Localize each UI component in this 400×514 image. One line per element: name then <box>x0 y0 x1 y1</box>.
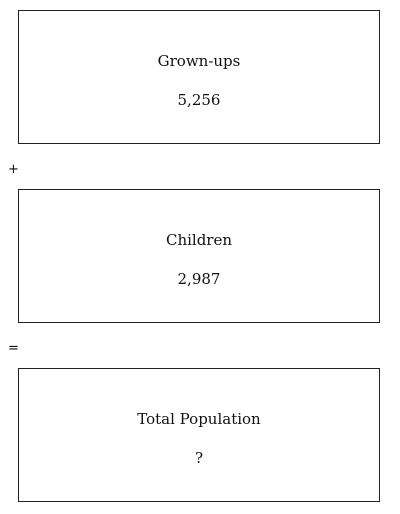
children-label: Children <box>165 231 233 249</box>
grown-ups-value: 5,256 <box>177 91 221 109</box>
grown-ups-box: Grown-ups 5,256 <box>18 10 380 144</box>
total-population-label: Total Population <box>137 410 261 428</box>
total-population-box: Total Population ? <box>18 368 380 502</box>
equals-operator: = <box>8 341 19 356</box>
plus-operator: + <box>8 162 19 177</box>
children-value: 2,987 <box>177 270 221 288</box>
total-population-value: ? <box>194 449 204 467</box>
grown-ups-label: Grown-ups <box>157 52 241 70</box>
children-box: Children 2,987 <box>18 189 380 323</box>
